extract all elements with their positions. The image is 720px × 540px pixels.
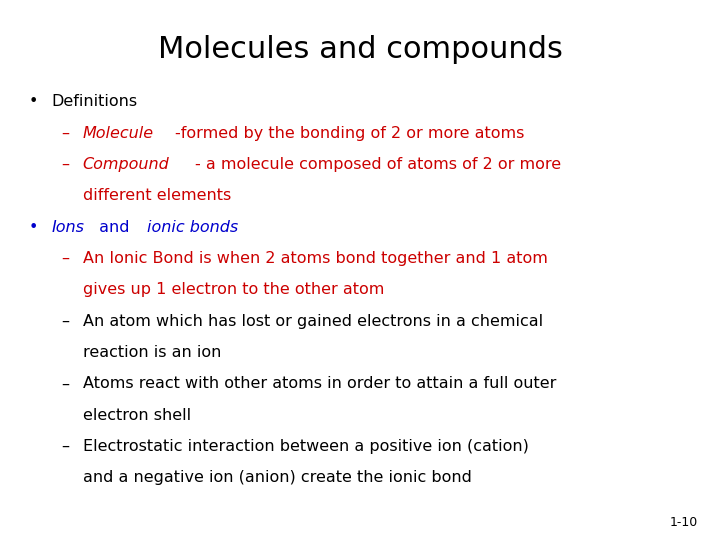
Text: –: – xyxy=(61,439,69,454)
Text: An Ionic Bond is when 2 atoms bond together and 1 atom: An Ionic Bond is when 2 atoms bond toget… xyxy=(83,251,548,266)
Text: Atoms react with other atoms in order to attain a full outer: Atoms react with other atoms in order to… xyxy=(83,376,556,392)
Text: and a negative ion (anion) create the ionic bond: and a negative ion (anion) create the io… xyxy=(83,470,472,485)
Text: -formed by the bonding of 2 or more atoms: -formed by the bonding of 2 or more atom… xyxy=(174,126,524,141)
Text: and: and xyxy=(94,220,135,235)
Text: Compound: Compound xyxy=(83,157,169,172)
Text: –: – xyxy=(61,157,69,172)
Text: –: – xyxy=(61,314,69,329)
Text: 1-10: 1-10 xyxy=(670,516,698,529)
Text: An atom which has lost or gained electrons in a chemical: An atom which has lost or gained electro… xyxy=(83,314,543,329)
Text: Electrostatic interaction between a positive ion (cation): Electrostatic interaction between a posi… xyxy=(83,439,528,454)
Text: different elements: different elements xyxy=(83,188,231,204)
Text: –: – xyxy=(61,126,69,141)
Text: Definitions: Definitions xyxy=(52,94,138,110)
Text: gives up 1 electron to the other atom: gives up 1 electron to the other atom xyxy=(83,282,384,298)
Text: ionic bonds: ionic bonds xyxy=(147,220,238,235)
Text: –: – xyxy=(61,376,69,392)
Text: reaction is an ion: reaction is an ion xyxy=(83,345,221,360)
Text: Molecules and compounds: Molecules and compounds xyxy=(158,35,562,64)
Text: - a molecule composed of atoms of 2 or more: - a molecule composed of atoms of 2 or m… xyxy=(194,157,561,172)
Text: electron shell: electron shell xyxy=(83,408,191,423)
Text: •: • xyxy=(29,220,38,235)
Text: –: – xyxy=(61,251,69,266)
Text: •: • xyxy=(29,94,38,110)
Text: Molecule: Molecule xyxy=(83,126,154,141)
Text: Ions: Ions xyxy=(52,220,85,235)
